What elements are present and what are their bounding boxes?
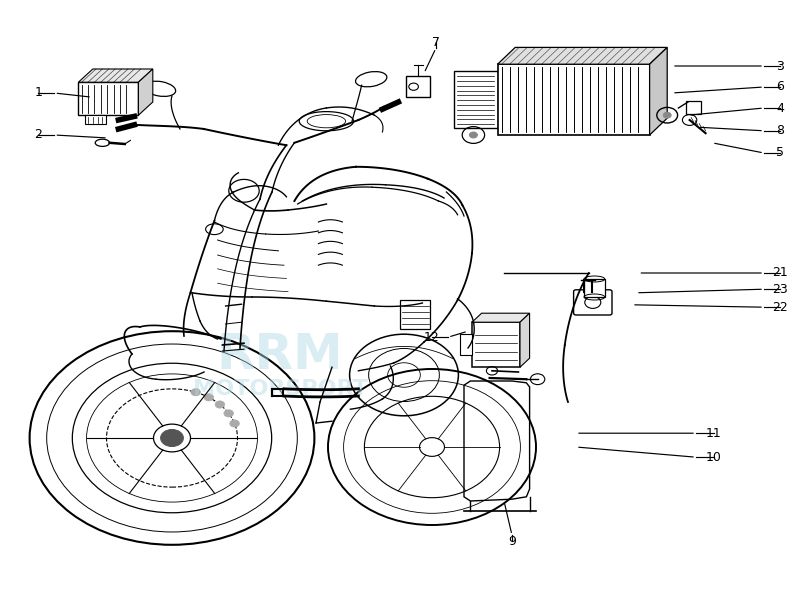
- Polygon shape: [138, 69, 153, 115]
- Circle shape: [224, 410, 234, 417]
- FancyBboxPatch shape: [574, 290, 612, 315]
- Text: 11: 11: [706, 427, 722, 440]
- Circle shape: [161, 430, 183, 446]
- Text: 2: 2: [34, 128, 42, 142]
- Text: 3: 3: [776, 59, 784, 73]
- Polygon shape: [498, 47, 667, 64]
- Circle shape: [230, 420, 239, 427]
- Circle shape: [215, 401, 225, 408]
- Polygon shape: [85, 115, 106, 124]
- FancyBboxPatch shape: [584, 279, 605, 297]
- FancyBboxPatch shape: [498, 64, 650, 135]
- Text: MOTORSPORT: MOTORSPORT: [193, 379, 367, 399]
- Text: 10: 10: [706, 451, 722, 464]
- Text: 6: 6: [776, 80, 784, 94]
- Circle shape: [154, 424, 190, 452]
- FancyBboxPatch shape: [454, 71, 498, 128]
- Text: RRM: RRM: [217, 331, 343, 379]
- Polygon shape: [78, 69, 153, 82]
- FancyBboxPatch shape: [78, 82, 138, 115]
- Text: 5: 5: [776, 146, 784, 160]
- Text: 7: 7: [432, 35, 440, 49]
- Text: 21: 21: [772, 266, 788, 280]
- Text: 12: 12: [424, 331, 440, 344]
- Text: 1: 1: [34, 86, 42, 100]
- Polygon shape: [520, 313, 530, 367]
- Text: 4: 4: [776, 101, 784, 115]
- Text: 9: 9: [508, 535, 516, 548]
- Text: 22: 22: [772, 301, 788, 314]
- Text: 8: 8: [776, 124, 784, 137]
- Circle shape: [663, 112, 671, 118]
- Circle shape: [470, 132, 478, 138]
- Polygon shape: [472, 313, 530, 322]
- Circle shape: [191, 389, 201, 396]
- Polygon shape: [650, 47, 667, 135]
- FancyBboxPatch shape: [472, 322, 520, 367]
- Circle shape: [204, 394, 214, 401]
- Circle shape: [419, 437, 445, 457]
- FancyBboxPatch shape: [460, 334, 472, 355]
- Text: 23: 23: [772, 283, 788, 296]
